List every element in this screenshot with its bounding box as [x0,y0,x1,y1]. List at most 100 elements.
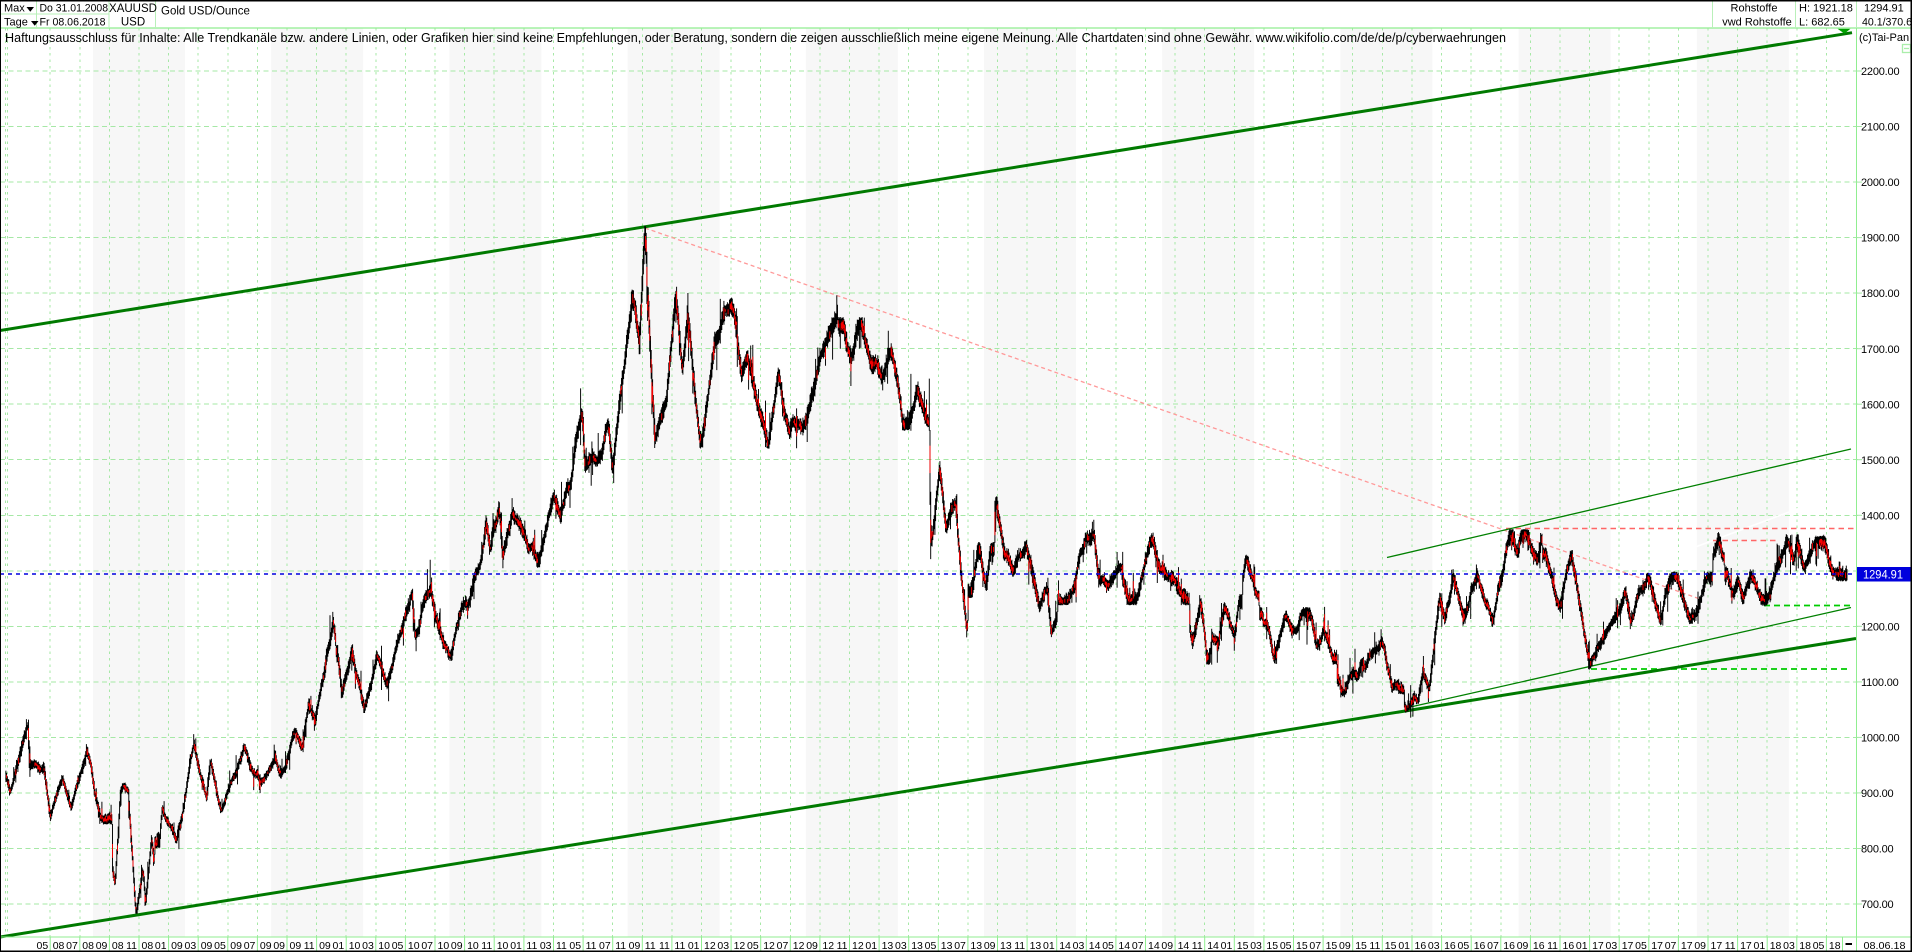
svg-text:03: 03 [1428,940,1440,952]
svg-text:700.00: 700.00 [1861,899,1894,911]
svg-text:03: 03 [1250,940,1262,952]
svg-text:12: 12 [852,940,864,952]
svg-text:11: 11 [1192,940,1203,952]
svg-text:2000.00: 2000.00 [1861,177,1899,189]
svg-text:18: 18 [1770,940,1782,952]
svg-text:14: 14 [1089,940,1101,952]
svg-text:17: 17 [1651,940,1663,952]
svg-text:11: 11 [526,940,537,952]
svg-text:10: 10 [349,940,361,952]
svg-text:13: 13 [1030,940,1042,952]
svg-text:03: 03 [362,940,374,952]
svg-text:05: 05 [569,940,581,952]
svg-text:1200.00: 1200.00 [1861,621,1899,633]
svg-text:16: 16 [1444,940,1456,952]
svg-text:16: 16 [1415,940,1427,952]
svg-text:09: 09 [171,940,183,952]
svg-text:12: 12 [763,940,775,952]
svg-text:09: 09 [1694,940,1706,952]
svg-text:Gold USD/Ounce: Gold USD/Ounce [161,6,250,18]
svg-text:03: 03 [1783,940,1795,952]
svg-text:10: 10 [408,940,420,952]
svg-text:11: 11 [674,940,685,952]
svg-text:1800.00: 1800.00 [1861,288,1899,300]
svg-text:09: 09 [984,940,996,952]
svg-text:05: 05 [1280,940,1292,952]
svg-text:15: 15 [1296,940,1308,952]
svg-text:17: 17 [1681,940,1693,952]
svg-text:2200.00: 2200.00 [1861,66,1899,78]
svg-text:Max: Max [4,3,25,15]
svg-text:16: 16 [1474,940,1486,952]
svg-text:13: 13 [970,940,982,952]
svg-text:11: 11 [1014,940,1025,952]
svg-text:09: 09 [201,940,213,952]
svg-text:Do 31.01.2008: Do 31.01.2008 [40,3,109,15]
svg-text:09: 09 [1161,940,1173,952]
svg-text:15: 15 [1266,940,1278,952]
svg-text:40.1/370.6: 40.1/370.6 [1862,17,1912,29]
svg-text:01: 01 [155,940,167,952]
svg-text:07: 07 [421,940,433,952]
svg-text:03: 03 [717,940,729,952]
svg-text:09: 09 [96,940,108,952]
svg-text:13: 13 [1000,940,1012,952]
svg-text:11: 11 [556,940,567,952]
svg-text:(c)Tai-Pan: (c)Tai-Pan [1859,32,1909,44]
svg-text:15: 15 [1385,940,1397,952]
svg-text:07: 07 [599,940,611,952]
svg-text:09: 09 [260,940,272,952]
svg-text:16: 16 [1503,940,1515,952]
svg-text:17: 17 [1592,940,1604,952]
svg-text:10: 10 [378,940,390,952]
svg-text:11: 11 [304,940,315,952]
svg-text:1700.00: 1700.00 [1861,344,1899,356]
svg-text:09: 09 [451,940,463,952]
svg-text:USD: USD [121,17,145,29]
svg-text:07: 07 [777,940,789,952]
svg-text:1100.00: 1100.00 [1861,677,1899,689]
svg-text:15: 15 [1355,940,1367,952]
svg-text:12: 12 [734,940,746,952]
svg-text:05: 05 [925,940,937,952]
svg-text:18: 18 [1829,940,1841,952]
svg-text:05: 05 [392,940,404,952]
svg-text:09: 09 [1339,940,1351,952]
svg-text:09: 09 [230,940,242,952]
svg-text:09: 09 [319,940,331,952]
svg-text:11: 11 [615,940,626,952]
svg-text:16: 16 [1533,940,1545,952]
svg-text:03: 03 [1606,940,1618,952]
svg-text:14: 14 [1207,940,1219,952]
svg-text:07: 07 [1309,940,1321,952]
svg-text:800.00: 800.00 [1861,844,1894,856]
svg-text:08: 08 [112,940,124,952]
svg-text:11: 11 [126,940,137,952]
svg-text:07: 07 [1132,940,1144,952]
svg-text:1294.91: 1294.91 [1864,3,1904,15]
svg-text:13: 13 [941,940,953,952]
svg-text:08: 08 [53,940,65,952]
svg-text:01: 01 [1221,940,1233,952]
svg-text:08: 08 [82,940,94,952]
svg-text:01: 01 [1043,940,1055,952]
svg-text:900.00: 900.00 [1861,788,1894,800]
svg-text:03: 03 [1073,940,1085,952]
svg-text:15: 15 [1237,940,1249,952]
svg-text:1600.00: 1600.00 [1861,399,1899,411]
svg-text:11: 11 [1725,940,1736,952]
svg-text:13: 13 [882,940,894,952]
svg-text:07: 07 [244,940,256,952]
svg-text:14: 14 [1148,940,1160,952]
svg-text:07: 07 [1487,940,1499,952]
svg-text:03: 03 [895,940,907,952]
svg-text:2100.00: 2100.00 [1861,122,1899,134]
svg-text:03: 03 [185,940,197,952]
svg-text:01: 01 [688,940,700,952]
svg-text:01: 01 [1754,940,1766,952]
svg-text:07: 07 [1665,940,1677,952]
svg-text:12: 12 [704,940,716,952]
svg-text:1294.91: 1294.91 [1863,569,1903,581]
svg-text:05: 05 [1102,940,1114,952]
svg-text:11: 11 [1369,940,1380,952]
